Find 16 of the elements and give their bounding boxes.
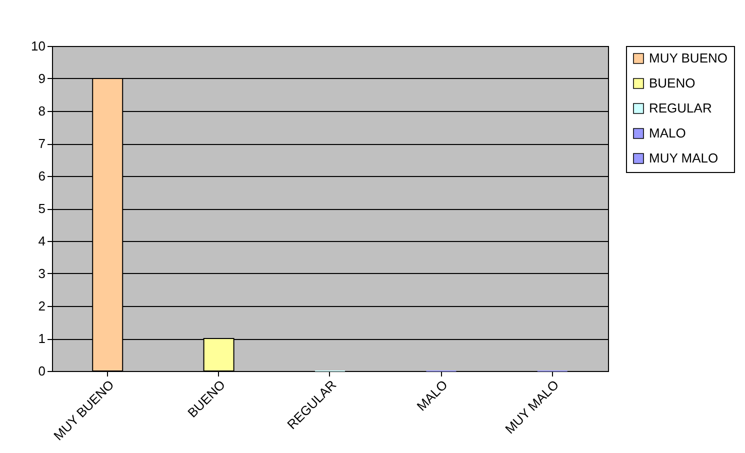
- legend-label: REGULAR: [649, 100, 712, 116]
- y-tick-label: 5: [38, 201, 46, 216]
- legend-label: MUY MALO: [649, 150, 718, 166]
- y-tick-label: 4: [38, 234, 46, 248]
- legend-label: MALO: [649, 126, 686, 140]
- y-tick-label: 10: [31, 38, 46, 54]
- y-tick-label: 7: [38, 136, 46, 151]
- y-tick-label: 0: [38, 364, 46, 378]
- y-tick-label: 8: [38, 104, 46, 118]
- y-tick-label: 3: [38, 266, 46, 281]
- legend-label: MUY BUENO: [649, 50, 728, 66]
- y-tick-label: 6: [38, 168, 46, 184]
- y-tick-label: 1: [38, 331, 46, 346]
- y-tick-label: 2: [38, 298, 46, 314]
- y-tick-label: 9: [38, 71, 46, 86]
- legend-label: BUENO: [649, 76, 696, 90]
